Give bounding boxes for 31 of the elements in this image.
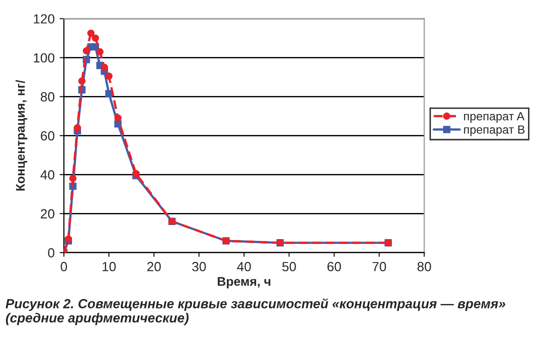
y-tick-label: 0 [48, 248, 54, 258]
y-axis-title: Концентрация, нг/ [16, 80, 28, 191]
x-axis-title: Время, ч [218, 277, 270, 288]
y-tick-label: 60 [40, 131, 54, 141]
point [69, 174, 77, 182]
x-tick-label: 50 [282, 262, 296, 272]
x-tick-label: 30 [192, 262, 206, 272]
x-tick-label: 20 [147, 262, 161, 272]
x-tick-label: 40 [237, 262, 251, 272]
legend-label: препарат A [464, 112, 524, 123]
x-tick-label: 80 [417, 262, 432, 272]
point [78, 77, 86, 85]
point [74, 124, 82, 132]
y-tick-label: 80 [40, 92, 54, 102]
point [100, 64, 108, 72]
x-tick-label: 70 [372, 262, 386, 272]
x-tick-label: 0 [60, 262, 68, 272]
point [114, 114, 122, 122]
text: Рисунок 2. Совмещенные кривые зависимостей «концентрация — время» (средние арифметические) [6, 298, 506, 326]
x-tick-label: 60 [327, 262, 341, 272]
y-tick-label: 120 [34, 14, 54, 24]
point [105, 72, 113, 80]
point [96, 48, 104, 56]
y-tick-label: 100 [34, 53, 54, 63]
x-tick-label: 10 [102, 262, 116, 272]
point [82, 47, 90, 54]
y-tick-label: 20 [40, 209, 54, 218]
point [87, 30, 95, 37]
legend-label: препарат B [464, 126, 525, 136]
y-tick-label: 40 [40, 170, 54, 180]
point [92, 34, 100, 42]
